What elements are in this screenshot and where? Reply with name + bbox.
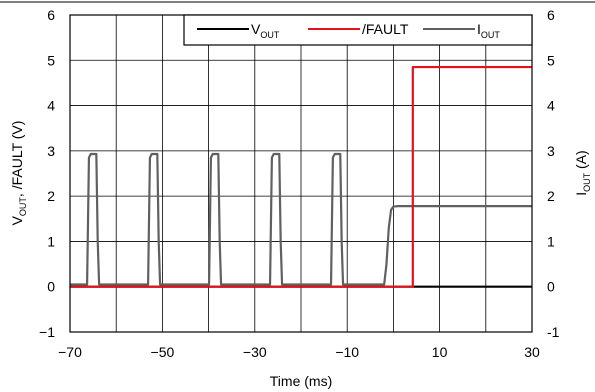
series-line-iout <box>70 152 532 286</box>
legend-label-vout: VOUT <box>251 21 280 40</box>
y-axis-left-title: VOUT, /FAULT (V) <box>9 121 28 226</box>
y-right-tick-label: 2 <box>547 188 555 204</box>
x-tick-label: 30 <box>524 344 540 360</box>
x-tick-label: −70 <box>58 344 82 360</box>
legend-label-iout: IOUT <box>477 21 500 40</box>
x-tick-label: −50 <box>151 344 175 360</box>
y-left-title-sub: OUT <box>18 197 28 217</box>
legend-iout-main: I <box>477 21 481 37</box>
tick-labels: −70 −50 −30 −10 10 30 −1 -1 0 0 1 1 2 2 3 3 4 4 5 5 6 6 <box>39 7 560 360</box>
y-right-tick-label: 6 <box>547 7 555 23</box>
y-left-tick-label: 4 <box>47 98 55 114</box>
x-axis-title: Time (ms) <box>270 373 332 389</box>
y-left-tick-label: 2 <box>47 188 55 204</box>
legend: VOUT /FAULT IOUT <box>183 14 533 46</box>
x-tick-label: 10 <box>432 344 448 360</box>
y-right-tick-label: 5 <box>547 52 555 68</box>
y-right-tick-label: 3 <box>547 143 555 159</box>
series-line-fault <box>70 65 532 288</box>
x-tick-label: −30 <box>243 344 267 360</box>
y-left-title-rest: , /FAULT (V) <box>9 121 25 198</box>
y-left-tick-label: 6 <box>47 7 55 23</box>
y-left-tick-label: 3 <box>47 143 55 159</box>
y-left-title-main: V <box>9 215 25 225</box>
y-axis-right-title: IOUT (A) <box>573 150 592 195</box>
legend-vout-main: V <box>251 21 261 37</box>
y-left-tick-label: −1 <box>39 324 55 340</box>
y-left-tick-label: 0 <box>47 279 55 295</box>
y-left-tick-label: 1 <box>47 233 55 249</box>
y-right-title-main: I <box>573 192 589 196</box>
legend-iout-sub: OUT <box>481 30 501 40</box>
y-right-tick-label: 1 <box>547 233 555 249</box>
y-right-tick-label: 4 <box>547 98 555 114</box>
y-right-tick-label: -1 <box>547 324 560 340</box>
y-right-title-rest: (A) <box>573 150 589 173</box>
legend-vout-sub: OUT <box>260 30 280 40</box>
x-tick-label: −10 <box>335 344 359 360</box>
legend-label-fault: /FAULT <box>362 21 409 37</box>
y-right-tick-label: 0 <box>547 279 555 295</box>
y-right-title-sub: OUT <box>582 172 592 192</box>
series-lines <box>70 65 532 288</box>
y-left-tick-label: 5 <box>47 52 55 68</box>
